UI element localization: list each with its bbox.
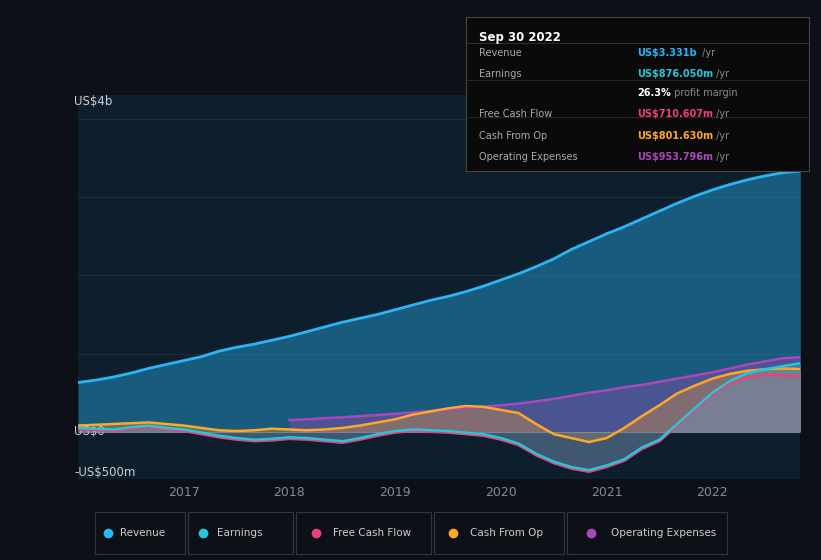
Text: Operating Expenses: Operating Expenses [612,529,717,538]
Text: 26.3%: 26.3% [637,88,671,97]
Text: US$876.050m: US$876.050m [637,69,713,79]
Text: US$953.796m: US$953.796m [637,152,713,162]
Text: /yr: /yr [699,48,715,58]
Text: US$4b: US$4b [75,95,112,108]
Text: US$710.607m: US$710.607m [637,109,713,119]
Text: /yr: /yr [713,131,729,141]
Text: Free Cash Flow: Free Cash Flow [479,109,553,119]
Text: /yr: /yr [713,109,729,119]
Text: Operating Expenses: Operating Expenses [479,152,578,162]
Text: Sep 30 2022: Sep 30 2022 [479,31,561,44]
Text: Cash From Op: Cash From Op [470,529,543,538]
Text: /yr: /yr [713,69,729,79]
Text: Revenue: Revenue [479,48,522,58]
Text: Revenue: Revenue [120,529,165,538]
Text: Free Cash Flow: Free Cash Flow [333,529,411,538]
Text: -US$500m: -US$500m [75,466,135,479]
Text: US$801.630m: US$801.630m [637,131,713,141]
Text: Cash From Op: Cash From Op [479,131,548,141]
Text: Earnings: Earnings [217,529,263,538]
Text: profit margin: profit margin [672,88,738,97]
Text: Earnings: Earnings [479,69,521,79]
Text: US$3.331b: US$3.331b [637,48,697,58]
Text: US$0: US$0 [75,426,105,438]
Text: /yr: /yr [713,152,729,162]
